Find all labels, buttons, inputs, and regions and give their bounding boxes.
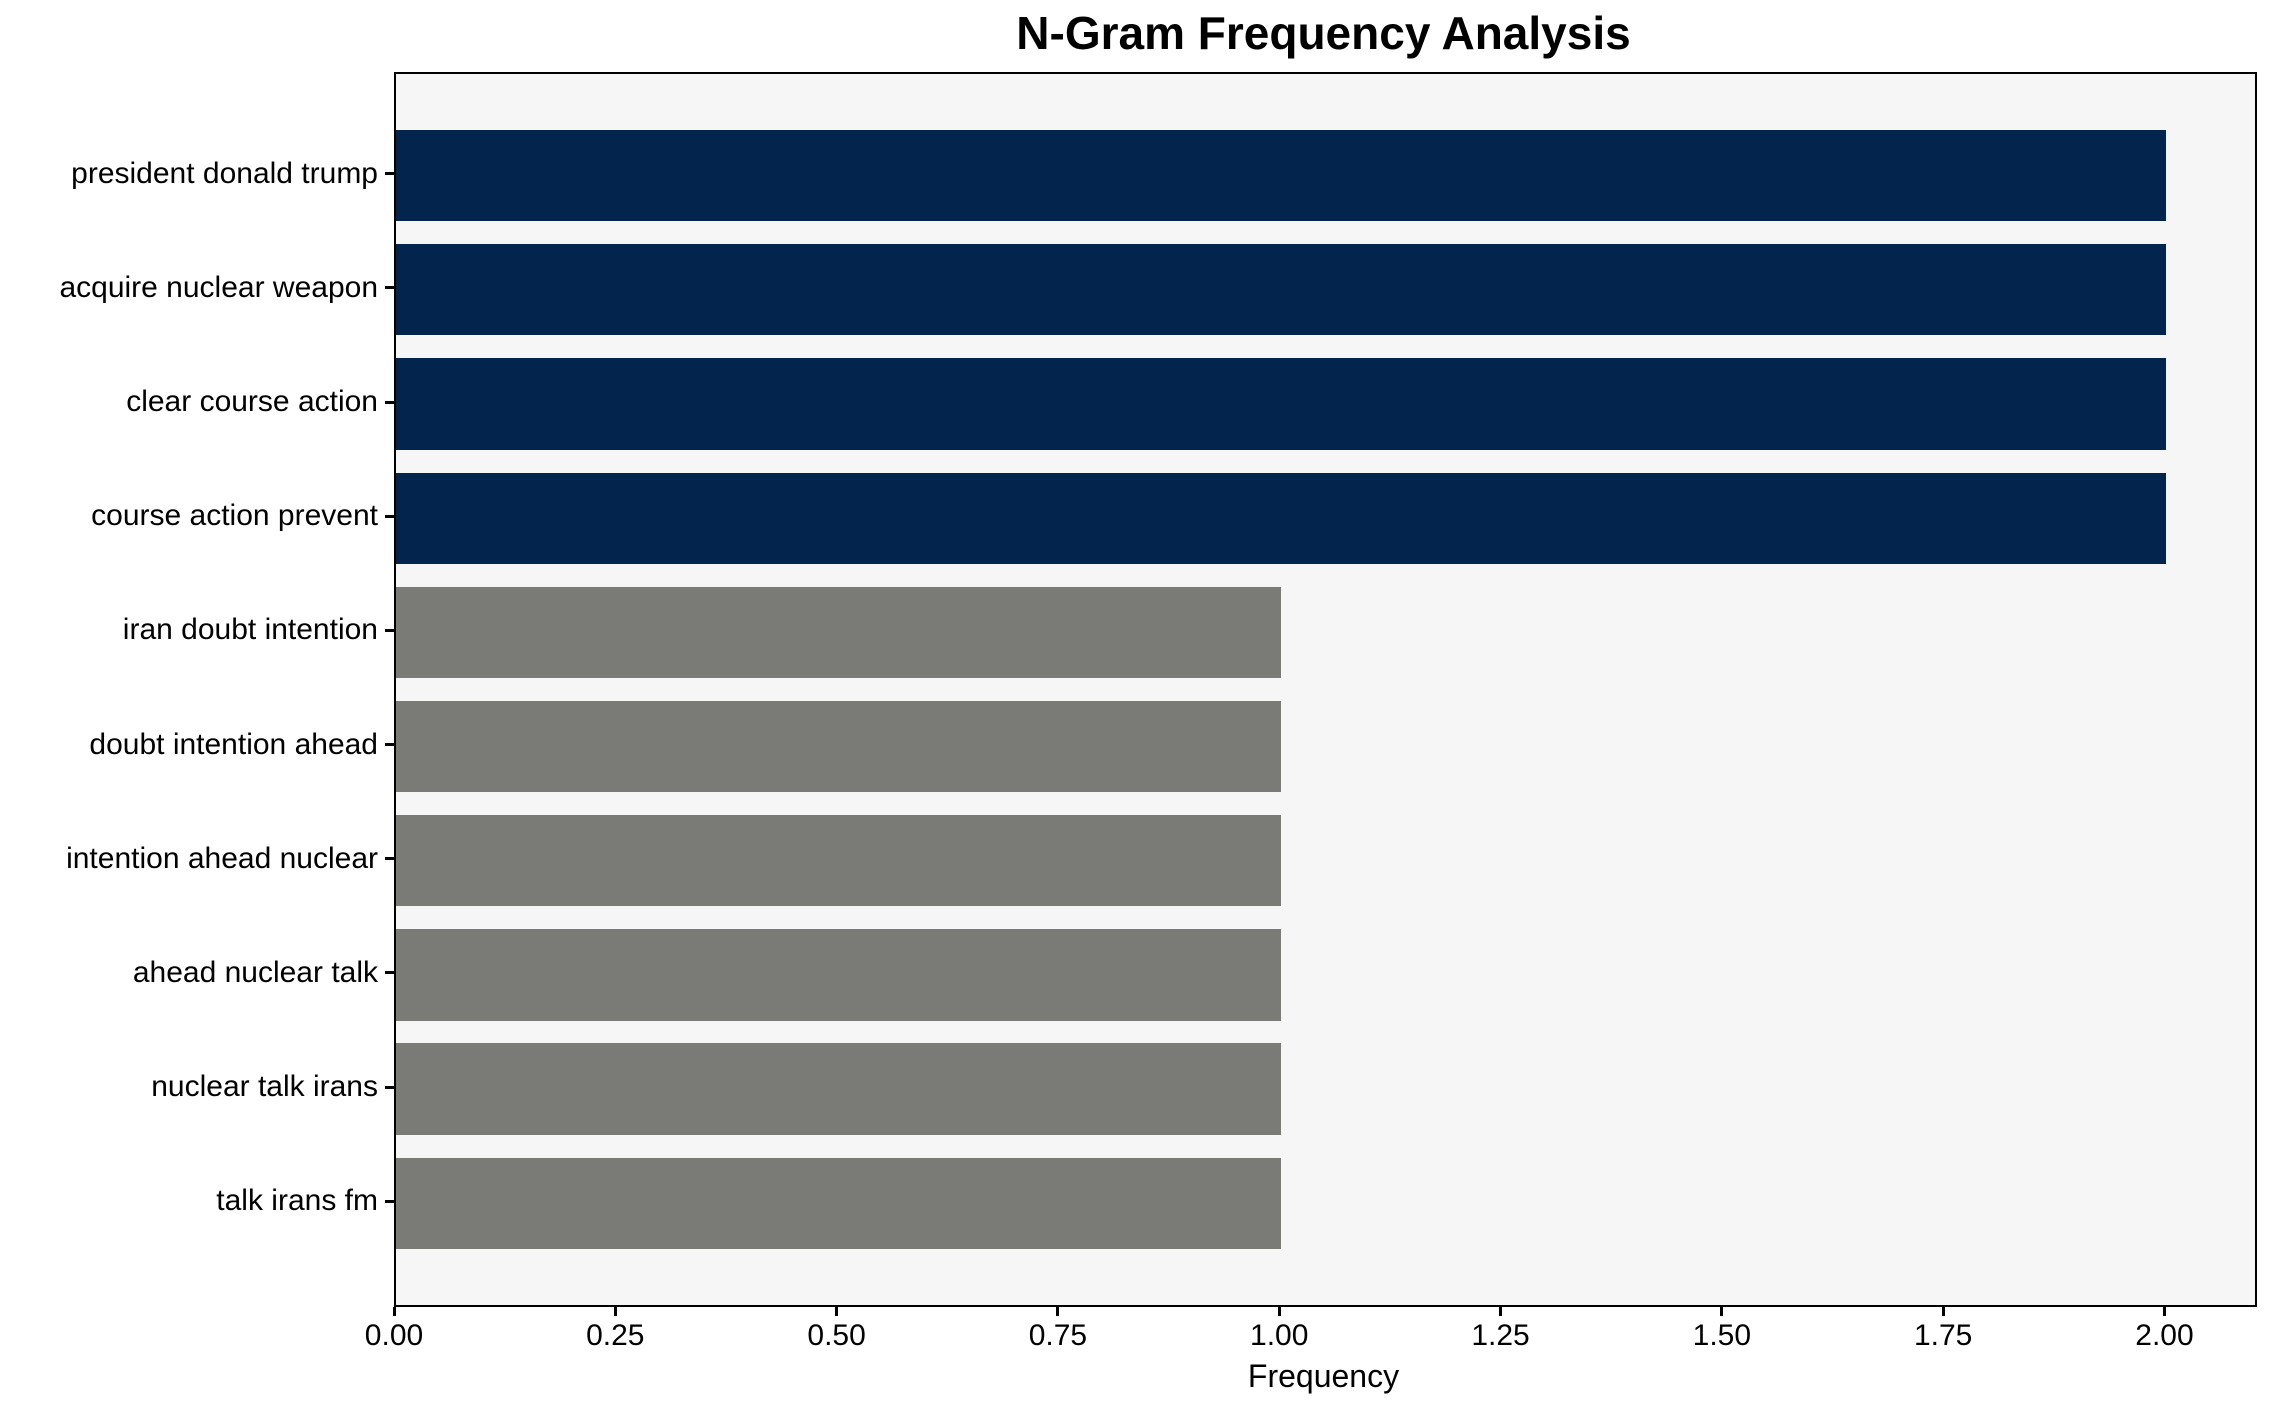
x-axis-tick bbox=[1941, 1307, 1945, 1316]
bar-clear-course-action bbox=[396, 358, 2167, 450]
x-axis-tick bbox=[1277, 1307, 1281, 1316]
chart-title: N-Gram Frequency Analysis bbox=[1016, 7, 1631, 59]
y-axis-tick bbox=[385, 514, 395, 518]
y-tick-label: talk irans fm bbox=[216, 1184, 378, 1218]
x-tick-label: 0.75 bbox=[1028, 1319, 1088, 1352]
bar-intention-ahead-nuclear bbox=[396, 815, 1282, 907]
x-tick-label: 2.00 bbox=[2135, 1319, 2194, 1352]
y-tick-label: president donald trump bbox=[71, 156, 378, 190]
y-axis-tick bbox=[385, 971, 395, 975]
x-axis-label: Frequency bbox=[1247, 1358, 1400, 1394]
bar-course-action-prevent bbox=[396, 472, 2167, 564]
x-axis-tick bbox=[1056, 1307, 1060, 1316]
plot-area bbox=[394, 72, 2257, 1307]
x-tick-label: 1.25 bbox=[1471, 1319, 1530, 1352]
bar-iran-doubt-intention bbox=[396, 586, 1282, 679]
x-tick-label: 1.00 bbox=[1250, 1319, 1309, 1352]
y-axis-tick bbox=[385, 286, 395, 290]
y-tick-label: nuclear talk irans bbox=[151, 1070, 378, 1104]
y-tick-label: clear course action bbox=[126, 385, 378, 419]
y-axis-tick bbox=[385, 1199, 395, 1203]
y-axis-tick bbox=[385, 400, 395, 404]
bar-talk-irans-fm bbox=[396, 1157, 1282, 1250]
y-axis-tick bbox=[385, 172, 395, 176]
y-tick-label: doubt intention ahead bbox=[89, 727, 378, 761]
bar-ahead-nuclear-talk bbox=[396, 929, 1282, 1021]
x-tick-label: 0.25 bbox=[586, 1319, 645, 1352]
bar-acquire-nuclear-weapon bbox=[396, 244, 2167, 336]
bar-president-donald-trump bbox=[396, 129, 2167, 222]
x-axis-tick bbox=[2162, 1307, 2166, 1316]
x-axis-tick bbox=[392, 1307, 396, 1316]
x-axis-tick bbox=[1720, 1307, 1724, 1316]
y-axis-tick bbox=[385, 743, 395, 747]
bar-nuclear-talk-irans bbox=[396, 1043, 1282, 1135]
x-tick-label: 1.50 bbox=[1692, 1319, 1752, 1352]
y-axis-tick bbox=[385, 628, 395, 632]
y-tick-label: iran doubt intention bbox=[122, 613, 378, 647]
x-axis-tick bbox=[613, 1307, 617, 1316]
y-axis-tick bbox=[385, 1085, 395, 1089]
bar-doubt-intention-ahead bbox=[396, 700, 1282, 793]
x-axis-tick bbox=[1499, 1307, 1503, 1316]
x-tick-label: 1.75 bbox=[1913, 1319, 1973, 1352]
x-tick-label: 0.50 bbox=[807, 1319, 866, 1352]
y-axis-tick bbox=[385, 857, 395, 861]
y-tick-label: intention ahead nuclear bbox=[66, 841, 378, 875]
y-tick-label: ahead nuclear talk bbox=[132, 955, 378, 989]
y-tick-label: course action prevent bbox=[91, 499, 378, 533]
x-tick-label: 0.00 bbox=[364, 1319, 424, 1352]
y-tick-label: acquire nuclear weapon bbox=[59, 270, 378, 304]
x-axis-tick bbox=[835, 1307, 839, 1316]
